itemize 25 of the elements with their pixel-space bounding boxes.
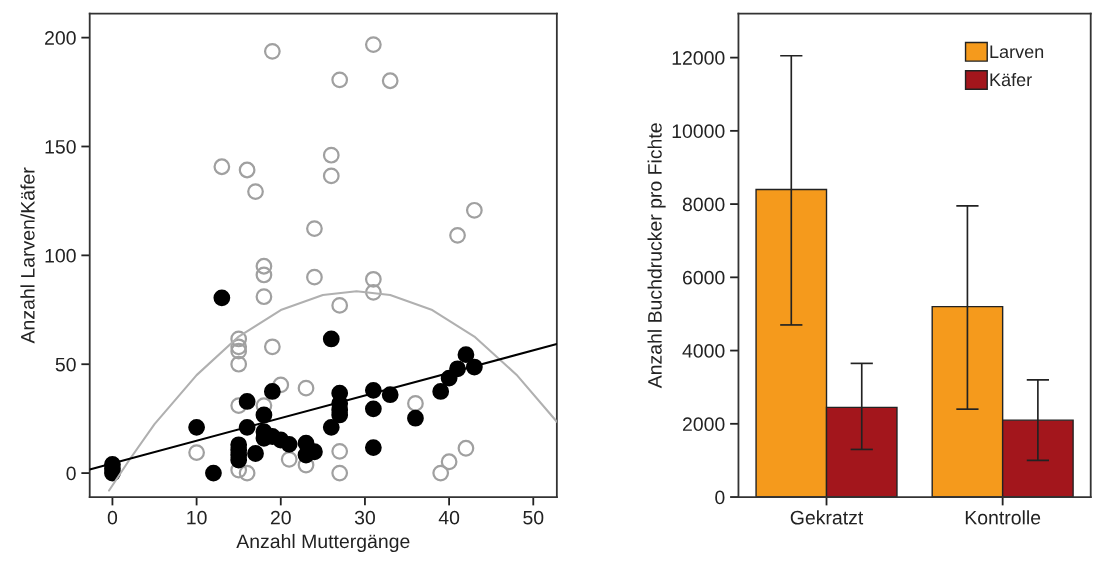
x-axis-title: Anzahl Muttergänge (236, 533, 410, 553)
y-tick-label: 0 (66, 466, 76, 481)
y-axis-title: Anzahl Buchdrucker pro Fichte (647, 123, 666, 389)
x-tick-label: 30 (354, 510, 375, 525)
x-tick-label: 40 (438, 510, 460, 525)
legend-label: Käfer (990, 72, 1032, 87)
y-tick-label: 10000 (672, 124, 725, 139)
y-tick-label: 200 (45, 31, 76, 45)
x-tick-label: Kontrolle (965, 510, 1041, 525)
y-tick-label: 50 (55, 357, 76, 372)
y-tick-label: 2000 (682, 417, 725, 432)
x-tick-label: 20 (270, 510, 291, 525)
y-tick-label: 0 (715, 490, 725, 505)
y-tick-label: 8000 (682, 197, 725, 212)
x-tick-label: Gekratzt (790, 510, 864, 525)
x-tick-label: 50 (523, 510, 544, 525)
y-tick-label: 150 (45, 139, 76, 154)
x-tick-label: 10 (187, 510, 207, 525)
legend-label: Larven (990, 45, 1044, 59)
y-tick-label: 12000 (672, 51, 725, 65)
y-tick-label: 4000 (682, 344, 725, 358)
y-tick-label: 100 (45, 248, 76, 263)
y-axis-title: Anzahl Larven/Käfer (20, 167, 35, 344)
x-tick-label: 0 (107, 510, 118, 525)
y-tick-label: 6000 (682, 270, 725, 285)
